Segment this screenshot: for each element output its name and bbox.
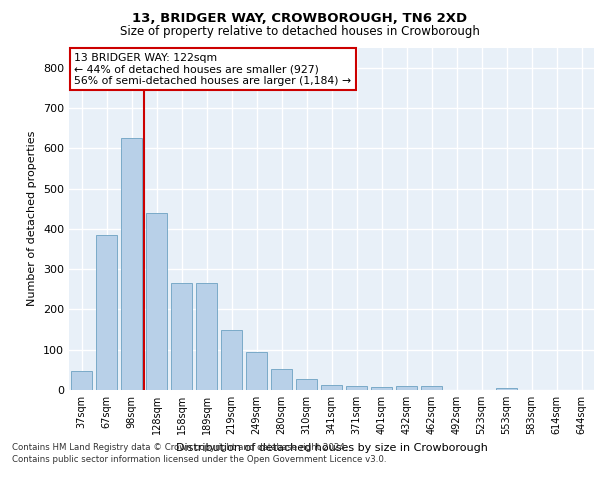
Text: 13 BRIDGER WAY: 122sqm
← 44% of detached houses are smaller (927)
56% of semi-de: 13 BRIDGER WAY: 122sqm ← 44% of detached… [74,52,352,86]
Bar [71,370,92,390]
X-axis label: Distribution of detached houses by size in Crowborough: Distribution of detached houses by size … [176,442,487,452]
Bar [221,330,242,390]
Bar [371,387,392,390]
Text: Contains HM Land Registry data © Crown copyright and database right 2024.: Contains HM Land Registry data © Crown c… [12,442,347,452]
Bar [496,388,517,390]
Bar [396,386,417,390]
Bar [346,386,367,390]
Bar [321,385,342,390]
Bar [271,369,292,390]
Bar [421,386,442,390]
Bar [196,283,217,390]
Bar [96,235,117,390]
Bar [171,283,192,390]
Bar [146,212,167,390]
Text: 13, BRIDGER WAY, CROWBOROUGH, TN6 2XD: 13, BRIDGER WAY, CROWBOROUGH, TN6 2XD [133,12,467,26]
Text: Contains public sector information licensed under the Open Government Licence v3: Contains public sector information licen… [12,455,386,464]
Text: Size of property relative to detached houses in Crowborough: Size of property relative to detached ho… [120,25,480,38]
Bar [121,138,142,390]
Bar [246,352,267,390]
Y-axis label: Number of detached properties: Number of detached properties [28,131,37,306]
Bar [296,378,317,390]
